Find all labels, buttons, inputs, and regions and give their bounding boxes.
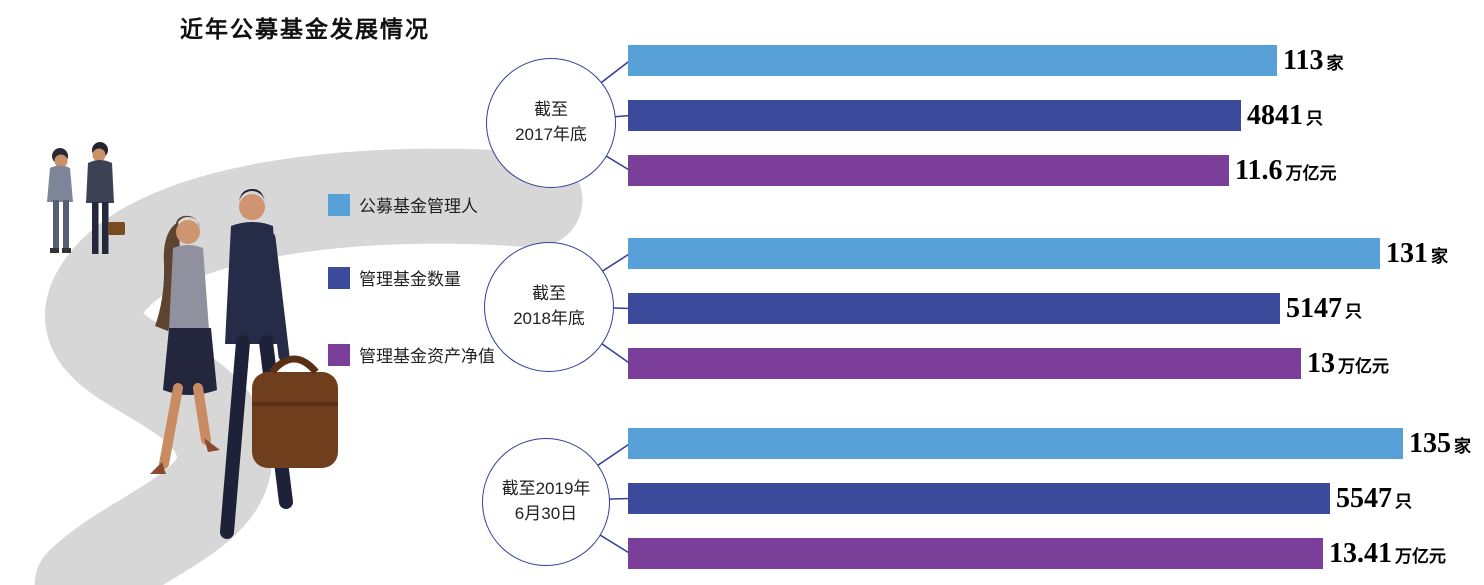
bar-managers-2018 [628,238,1380,269]
legend-label: 管理基金数量 [359,270,461,289]
legend-item-fund-managers: 公募基金管理人 [328,192,478,217]
chart-title: 近年公募基金发展情况 [180,16,430,42]
bar-row: 131 家 [628,238,1448,269]
bar-managers-2019 [628,428,1403,459]
legend-item-fund-count: 管理基金数量 [328,265,461,290]
bar-managers-2017 [628,45,1277,76]
walking-people-illustration [150,188,338,539]
winding-road [34,148,583,585]
bar-row: 13.41 万亿元 [628,538,1446,569]
standing-people-illustration [47,142,125,254]
bar-net-assets-2019 [628,538,1323,569]
legend-label: 公募基金管理人 [359,197,478,216]
period-circle-text: 截至 2017年底 [515,100,587,144]
period-circle-2018: 截至 2018年底 [484,242,614,372]
legend-swatch-indigo [328,266,350,289]
bar-value-label: 5147 只 [1286,292,1362,324]
bar-fund-count-2017 [628,100,1241,131]
period-circle-text: 截至 2018年底 [513,284,585,328]
bar-row: 5147 只 [628,293,1362,324]
bar-net-assets-2017 [628,155,1229,186]
bar-row: 113 家 [628,45,1343,76]
bar-value-label: 131 家 [1386,237,1448,269]
bar-row: 5547 只 [628,483,1412,514]
legend-item-net-assets: 管理基金资产净值 [328,342,495,367]
bar-value-label: 13 万亿元 [1307,347,1389,379]
legend-swatch-blue [328,193,350,216]
period-circle-2017: 截至 2017年底 [486,58,616,188]
bar-value-label: 5547 只 [1336,482,1412,514]
legend-swatch-purple [328,343,350,366]
bar-value-label: 11.6 万亿元 [1235,154,1337,186]
bar-fund-count-2019 [628,483,1330,514]
bar-row: 135 家 [628,428,1471,459]
bar-row: 11.6 万亿元 [628,155,1336,186]
bar-value-label: 4841 只 [1247,99,1323,131]
bar-fund-count-2018 [628,293,1280,324]
bar-net-assets-2018 [628,348,1301,379]
bar-value-label: 13.41 万亿元 [1329,537,1446,569]
bar-row: 13 万亿元 [628,348,1389,379]
bar-value-label: 135 家 [1409,427,1471,459]
bar-value-label: 113 家 [1283,44,1344,76]
period-circle-text: 截至2019年 6月30日 [501,479,591,523]
bar-row: 4841 只 [628,100,1323,131]
period-circle-2019: 截至2019年 6月30日 [482,438,610,566]
legend-label: 管理基金资产净值 [359,347,495,366]
